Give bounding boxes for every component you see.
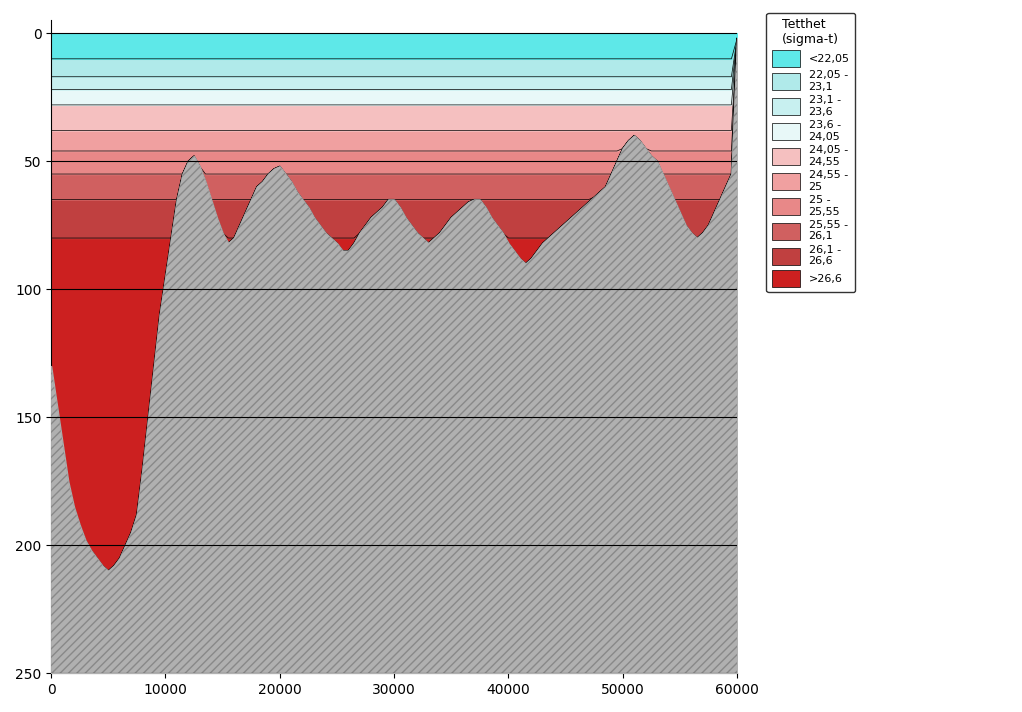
Legend: <22,05, 22,05 -
23,1, 23,1 -
23,6, 23,6 -
24,05, 24,05 -
24,55, 24,55 -
25, 25 -: <22,05, 22,05 - 23,1, 23,1 - 23,6, 23,6 … [766,13,855,293]
Polygon shape [51,38,737,699]
